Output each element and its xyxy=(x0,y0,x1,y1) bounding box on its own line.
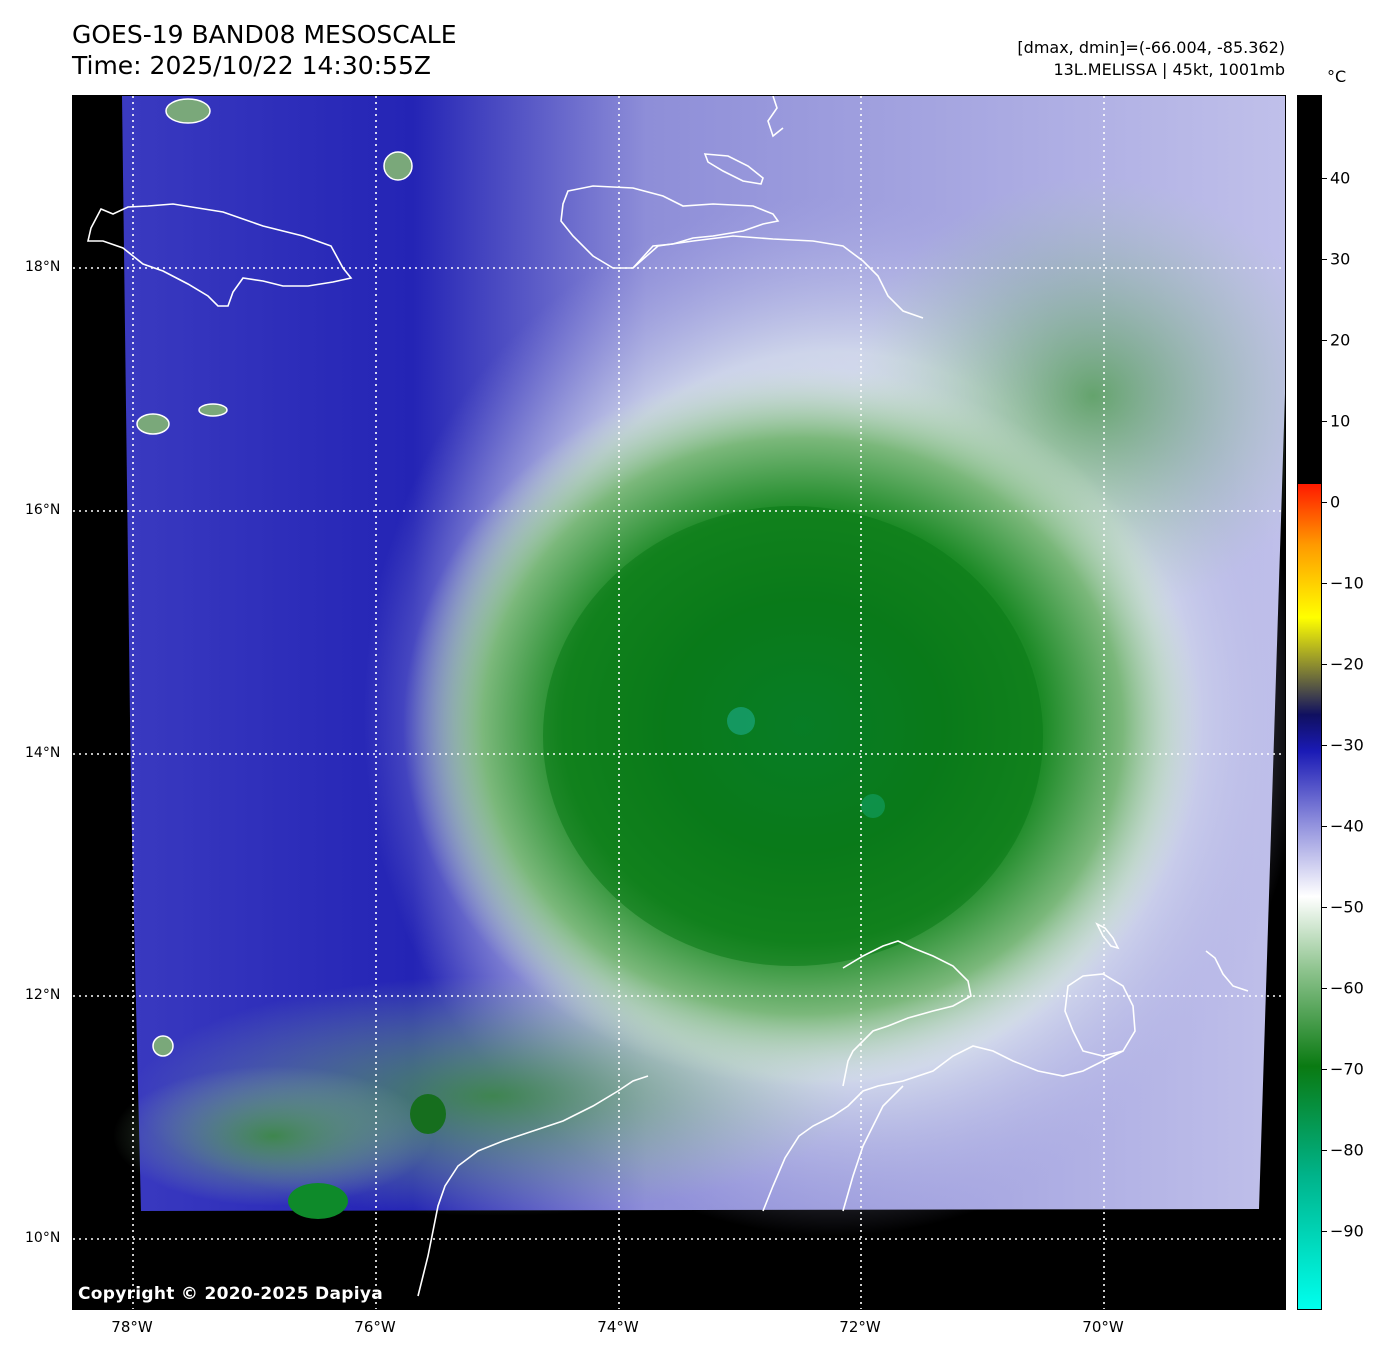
convective-burst xyxy=(861,794,885,818)
lat-label-14n: 14°N xyxy=(25,745,61,761)
hispaniola-coast xyxy=(560,185,780,269)
island xyxy=(383,151,413,181)
colorbar-tick xyxy=(1322,826,1327,827)
chart-title: GOES-19 BAND08 MESOSCALE xyxy=(72,20,457,49)
lat-label-18n: 18°N xyxy=(25,259,61,275)
timestamp: Time: 2025/10/22 14:30:55Z xyxy=(72,51,431,80)
colorbar-tick-label: −80 xyxy=(1330,1140,1364,1160)
colorbar xyxy=(1297,95,1322,1310)
maracaibo-channel xyxy=(842,1085,904,1212)
lat-label-16n: 16°N xyxy=(25,502,61,518)
colorbar-tick xyxy=(1322,259,1327,260)
colorbar-tick-label: 40 xyxy=(1330,168,1351,188)
colorbar-tick xyxy=(1322,178,1327,179)
colorbar-tick xyxy=(1322,1231,1327,1232)
lat-label-12n: 12°N xyxy=(25,987,61,1003)
colorbar-unit: °C xyxy=(1327,67,1347,86)
colorbar-tick xyxy=(1322,745,1327,746)
lon-label-78w: 78°W xyxy=(111,1318,153,1336)
colorbar-tick-label: −70 xyxy=(1330,1059,1364,1079)
lon-label-70w: 70°W xyxy=(1082,1318,1124,1336)
colorbar-tick xyxy=(1322,502,1327,503)
lon-label-76w: 76°W xyxy=(354,1318,396,1336)
satellite-imagery xyxy=(73,96,1285,1309)
colorbar-tick-label: 0 xyxy=(1330,492,1341,512)
colorbar-tick-label: −30 xyxy=(1330,735,1364,755)
convective-burst xyxy=(727,707,755,735)
jamaica-coast xyxy=(86,203,353,307)
colorbar-tick xyxy=(1322,583,1327,584)
colorbar-tick-label: 10 xyxy=(1330,411,1351,431)
colorbar-tick-label: −60 xyxy=(1330,978,1364,998)
colorbar-tick-label: 20 xyxy=(1330,330,1351,350)
colorbar-tick-label: −50 xyxy=(1330,897,1364,917)
colorbar-tick-label: −20 xyxy=(1330,654,1364,674)
colorbar-tick xyxy=(1322,1069,1327,1070)
colorbar-tick-label: 30 xyxy=(1330,249,1351,269)
storm-inner-core xyxy=(543,506,1043,966)
lon-label-74w: 74°W xyxy=(597,1318,639,1336)
satellite-map xyxy=(72,95,1286,1310)
copyright-notice: Copyright © 2020-2025 Dapiya xyxy=(78,1284,383,1304)
gonave-island xyxy=(703,153,764,185)
colorbar-tick-label: −10 xyxy=(1330,573,1364,593)
curacao-island xyxy=(1205,950,1249,992)
hispaniola-south-coast xyxy=(632,235,924,319)
convective-cell xyxy=(288,1183,348,1219)
island xyxy=(198,403,228,417)
dmax-dmin-readout: [dmax, dmin]=(-66.004, -85.362) xyxy=(1017,38,1285,57)
venezuela-coast xyxy=(762,1045,1124,1212)
lon-label-72w: 72°W xyxy=(839,1318,881,1336)
colorbar-tick xyxy=(1322,907,1327,908)
island xyxy=(152,1035,174,1057)
storm-info: 13L.MELISSA | 45kt, 1001mb xyxy=(1053,60,1285,79)
sw-cloud-band xyxy=(113,1066,433,1206)
lat-label-10n: 10°N xyxy=(25,1230,61,1246)
colorbar-tick xyxy=(1322,1150,1327,1151)
tortuga-island xyxy=(767,96,784,138)
colorbar-tick xyxy=(1322,664,1327,665)
colorbar-tick-label: −40 xyxy=(1330,816,1364,836)
colorbar-tick xyxy=(1322,421,1327,422)
colombia-coast xyxy=(417,1075,649,1297)
colorbar-tick xyxy=(1322,340,1327,341)
island xyxy=(165,98,211,124)
coastlines xyxy=(86,96,1249,1297)
island xyxy=(136,413,170,435)
aruba-island xyxy=(1095,922,1120,950)
graticule xyxy=(73,96,1285,1309)
colorbar-tick xyxy=(1322,988,1327,989)
guajira-peninsula xyxy=(842,940,972,1087)
maracaibo-lake xyxy=(1064,973,1136,1057)
colorbar-tick-label: −90 xyxy=(1330,1221,1364,1241)
convective-cell xyxy=(410,1094,446,1134)
small-islands xyxy=(136,98,413,1057)
